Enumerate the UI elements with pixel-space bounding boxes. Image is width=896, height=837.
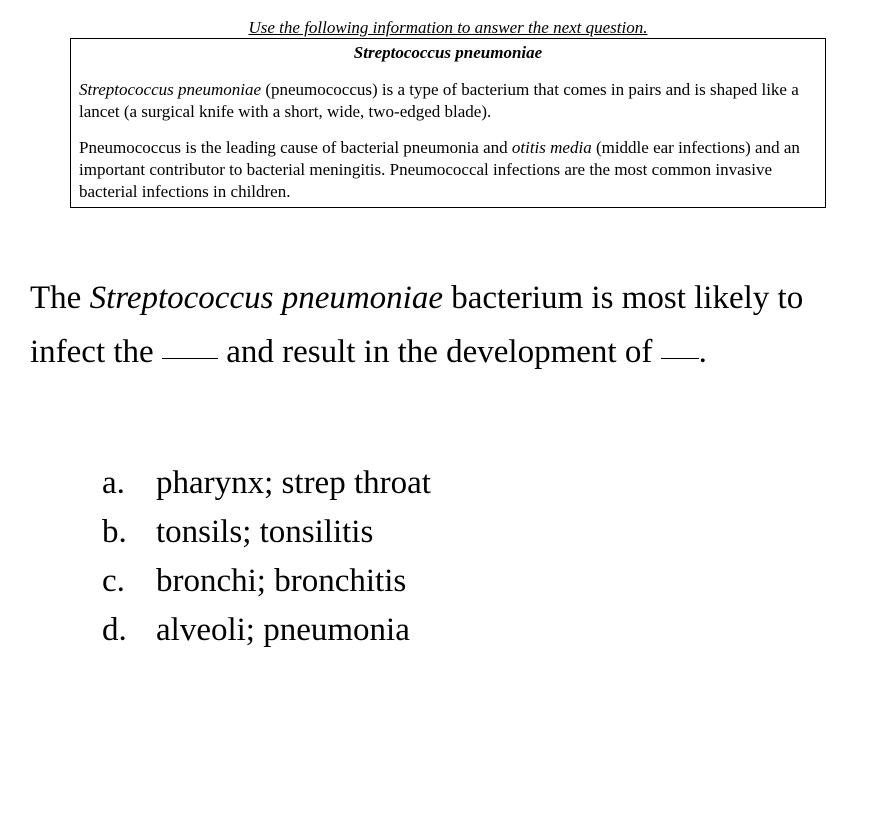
info-box-title: Streptococcus pneumoniae — [79, 43, 817, 63]
answer-options: a. pharynx; strep throat b. tonsils; ton… — [102, 459, 866, 654]
question-stem: The Streptococcus pneumoniae bacterium i… — [30, 272, 866, 379]
option-text: bronchi; bronchitis — [156, 557, 406, 606]
latin-term: otitis media — [512, 138, 592, 157]
option-a[interactable]: a. pharynx; strep throat — [102, 459, 866, 508]
option-letter: b. — [102, 508, 156, 557]
info-box-paragraph-1: Streptococcus pneumoniae (pneumococcus) … — [79, 79, 817, 123]
option-text: pharynx; strep throat — [156, 459, 431, 508]
species-name: Streptococcus pneumoniae — [79, 80, 261, 99]
option-letter: c. — [102, 557, 156, 606]
blank-1 — [162, 358, 218, 359]
instruction-line: Use the following information to answer … — [30, 18, 866, 38]
option-text: tonsils; tonsilitis — [156, 508, 373, 557]
option-b[interactable]: b. tonsils; tonsilitis — [102, 508, 866, 557]
paragraph-text: Pneumococcus is the leading cause of bac… — [79, 138, 512, 157]
option-text: alveoli; pneumonia — [156, 606, 410, 655]
species-name: Streptococcus pneumoniae — [90, 280, 443, 316]
info-box-paragraph-2: Pneumococcus is the leading cause of bac… — [79, 137, 817, 203]
question-text: . — [699, 334, 707, 370]
option-d[interactable]: d. alveoli; pneumonia — [102, 606, 866, 655]
info-box: Streptococcus pneumoniae Streptococcus p… — [70, 38, 826, 208]
option-letter: a. — [102, 459, 156, 508]
question-text: The — [30, 280, 90, 316]
blank-2 — [661, 358, 699, 359]
option-letter: d. — [102, 606, 156, 655]
option-c[interactable]: c. bronchi; bronchitis — [102, 557, 866, 606]
question-text: and result in the development of — [218, 334, 661, 370]
